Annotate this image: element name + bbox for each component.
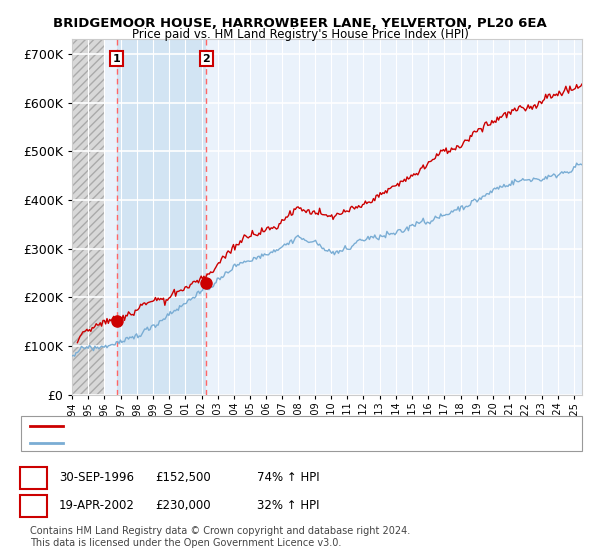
Text: Contains HM Land Registry data © Crown copyright and database right 2024.
This d: Contains HM Land Registry data © Crown c… xyxy=(30,526,410,548)
Text: 1: 1 xyxy=(113,54,121,64)
Text: HPI: Average price, detached house, West Devon: HPI: Average price, detached house, West… xyxy=(69,438,290,447)
Bar xyxy=(72,39,104,395)
Text: 19-APR-2002: 19-APR-2002 xyxy=(59,498,134,512)
Text: 1: 1 xyxy=(29,470,38,484)
Text: 2: 2 xyxy=(202,54,210,64)
Text: 74% ↑ HPI: 74% ↑ HPI xyxy=(257,470,319,484)
Text: 2: 2 xyxy=(29,498,38,512)
Text: BRIDGEMOOR HOUSE, HARROWBEER LANE, YELVERTON, PL20 6EA: BRIDGEMOOR HOUSE, HARROWBEER LANE, YELVE… xyxy=(53,17,547,30)
Text: 30-SEP-1996: 30-SEP-1996 xyxy=(59,470,134,484)
Text: 32% ↑ HPI: 32% ↑ HPI xyxy=(257,498,319,512)
Text: £152,500: £152,500 xyxy=(155,470,211,484)
Text: £230,000: £230,000 xyxy=(155,498,211,512)
Text: BRIDGEMOOR HOUSE, HARROWBEER LANE, YELVERTON, PL20 6EA (detached house): BRIDGEMOOR HOUSE, HARROWBEER LANE, YELVE… xyxy=(69,422,451,431)
Bar xyxy=(116,39,206,395)
Text: Price paid vs. HM Land Registry's House Price Index (HPI): Price paid vs. HM Land Registry's House … xyxy=(131,28,469,41)
